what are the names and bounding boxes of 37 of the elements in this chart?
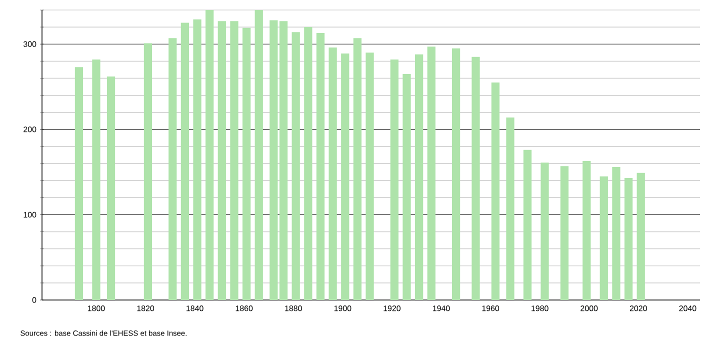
bar [636, 172, 645, 300]
bar [144, 43, 152, 300]
bar [279, 21, 288, 300]
bar [540, 162, 549, 300]
bar [206, 10, 214, 300]
bar [472, 56, 480, 300]
bar [506, 117, 514, 300]
bar [180, 22, 190, 300]
bar [366, 52, 374, 300]
bar [415, 54, 424, 300]
bar [230, 21, 238, 300]
bar [328, 48, 337, 300]
bar [106, 76, 116, 300]
bar [74, 67, 84, 300]
bar [341, 54, 350, 300]
bar [92, 59, 100, 300]
bar [168, 38, 177, 300]
bar [600, 176, 608, 300]
bar [353, 38, 362, 300]
bar [582, 160, 591, 300]
bar [304, 27, 312, 300]
bar [292, 32, 300, 300]
bar [242, 28, 251, 300]
bar [193, 19, 202, 300]
bar [316, 33, 325, 300]
bar [390, 59, 398, 300]
bar [218, 21, 226, 300]
bar [612, 166, 620, 300]
bar [491, 82, 500, 300]
bar [624, 178, 633, 300]
bar [427, 46, 436, 300]
bar [560, 166, 569, 300]
bar [402, 74, 411, 300]
bar [523, 150, 532, 300]
bar [452, 48, 460, 300]
bar [270, 20, 278, 300]
bar [254, 10, 263, 300]
